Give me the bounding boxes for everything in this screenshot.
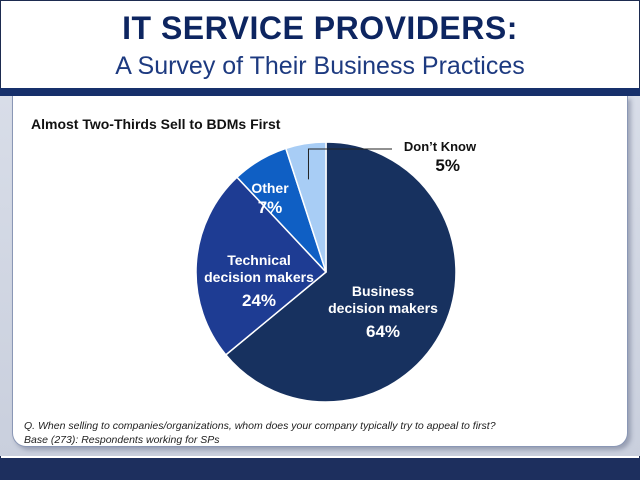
slice-label-dont-know-line1: Don’t Know (403, 139, 477, 154)
leader-line-dont-know (307, 148, 392, 180)
slice-value-technical: 24% (241, 291, 277, 310)
pie-slice-dont-know (284, 141, 327, 273)
slice-label-technical-line1: Technical (227, 252, 291, 268)
slide-subtitle: A Survey of Their Business Practices (115, 52, 525, 80)
bottom-band (0, 458, 640, 480)
slice-label-business-line2: decision makers (328, 300, 438, 316)
slice-value-business: 64% (365, 322, 401, 341)
pie-slice-technical (195, 176, 328, 356)
slice-label-business: Business decision makers 64% (318, 283, 448, 343)
slice-label-business-line1: Business (351, 283, 415, 299)
slice-label-other: Other 7% (245, 180, 295, 219)
pie-slice-business (224, 141, 457, 403)
slice-value-other: 7% (257, 198, 283, 217)
chart-title: Almost Two-Thirds Sell to BDMs First (31, 116, 281, 132)
slice-label-technical: Technical decision makers 24% (196, 252, 322, 312)
slice-label-other-line1: Other (251, 180, 289, 196)
slice-label-dont-know: Don’t Know 5% (392, 138, 488, 177)
slice-value-dont-know: 5% (435, 156, 460, 175)
footnote-base: Base (273): Respondents working for SPs (24, 434, 220, 446)
slide-header: IT SERVICE PROVIDERS: A Survey of Their … (0, 0, 640, 88)
footnote-question: Q. When selling to companies/organizatio… (24, 420, 496, 432)
slide-title: IT SERVICE PROVIDERS: (122, 10, 518, 46)
top-band (0, 88, 640, 96)
slice-label-technical-line2: decision makers (204, 269, 314, 285)
